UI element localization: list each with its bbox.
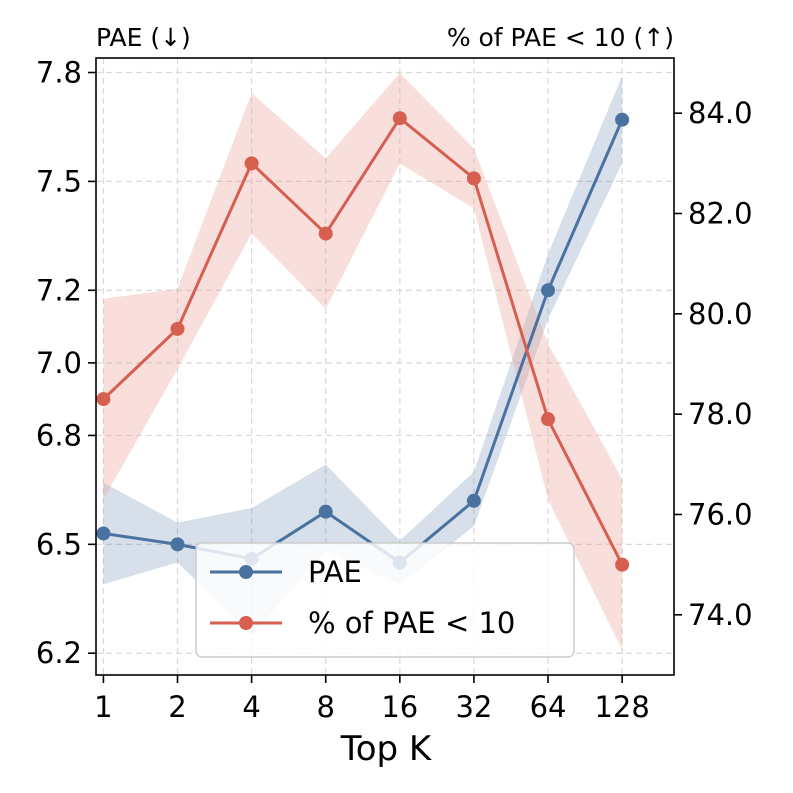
data-point-pct — [170, 321, 185, 336]
x-tick-label: 16 — [381, 690, 418, 724]
x-tick-label: 2 — [168, 690, 186, 724]
legend-entry-pct: % of PAE < 10 — [308, 606, 515, 640]
data-point-pae — [170, 537, 185, 552]
data-point-pct — [96, 392, 111, 407]
data-point-pct — [466, 171, 481, 186]
data-point-pae — [318, 504, 333, 519]
x-tick-label: 1 — [94, 690, 112, 724]
data-point-pct — [318, 226, 333, 241]
legend-box — [195, 542, 575, 658]
legend-entry-pae: PAE — [308, 555, 362, 589]
x-tick-label: 4 — [242, 690, 260, 724]
right-y-tick-label: 80.0 — [688, 297, 753, 331]
x-tick-label: 128 — [594, 690, 649, 724]
series-line-pae — [103, 119, 624, 565]
left-y-tick-label: 6.2 — [36, 636, 82, 670]
plot-border — [95, 57, 675, 676]
legend-pct-marker — [239, 616, 253, 630]
left-y-tick-label: 7.2 — [36, 273, 82, 307]
left-y-tick-label: 7.0 — [36, 346, 82, 380]
band-pct — [103, 73, 623, 650]
data-point-pae — [541, 283, 556, 298]
confidence-bands — [103, 73, 623, 650]
x-axis-title: Top K — [340, 729, 433, 769]
left-y-tick-label: 7.8 — [36, 56, 82, 90]
left-y-tick-label: 6.5 — [36, 527, 82, 561]
data-point-pct — [392, 111, 407, 126]
plot-frame — [95, 57, 675, 676]
x-tick-label: 8 — [316, 690, 334, 724]
band-pae — [103, 76, 623, 636]
right-axis-label: % of PAE < 10 (↑) — [447, 23, 674, 52]
right-y-tick-label: 84.0 — [688, 96, 753, 130]
left-y-tick-label: 6.8 — [36, 418, 82, 452]
right-y-tick-label: 74.0 — [688, 598, 753, 632]
legend: PAE % of PAE < 10 — [195, 542, 575, 658]
data-point-pae — [615, 112, 630, 127]
left-y-tick-label: 7.5 — [36, 164, 82, 198]
right-y-tick-label: 76.0 — [688, 497, 753, 531]
data-point-pct — [541, 412, 556, 427]
data-point-pct — [615, 557, 630, 572]
x-tick-label: 32 — [455, 690, 492, 724]
right-y-tick-label: 82.0 — [688, 197, 753, 231]
legend-pae-marker — [239, 565, 253, 579]
data-point-pae — [96, 526, 111, 541]
axis-ticks: 1 2 4 8 16 32 64 128 6.2 6.5 6.8 7.0 7.2 7.5 7.8 74.0 76… — [36, 56, 753, 724]
x-tick-label: 64 — [530, 690, 567, 724]
data-point-pae — [466, 493, 481, 508]
right-y-tick-label: 78.0 — [688, 397, 753, 431]
left-axis-label: PAE (↓) — [96, 23, 191, 52]
series-line-pct — [102, 115, 624, 566]
data-point-pct — [244, 156, 259, 171]
